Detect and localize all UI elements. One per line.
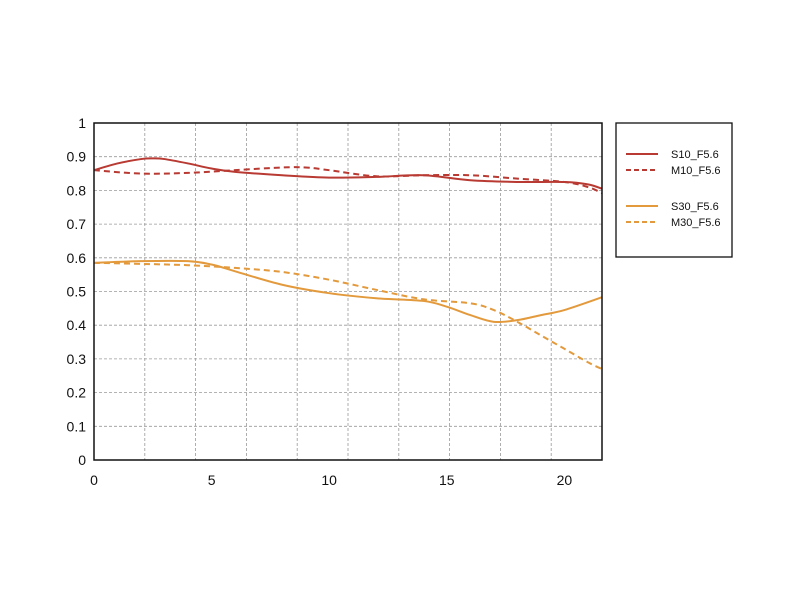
- x-tick-label: 20: [557, 472, 573, 488]
- x-tick-label: 10: [321, 472, 337, 488]
- plot-frame: [93, 122, 603, 461]
- y-tick-label: 0.1: [67, 418, 87, 434]
- legend-label-m10-f5-6: M10_F5.6: [671, 165, 721, 177]
- series-line-m30-f5-6: [93, 261, 603, 370]
- x-tick-label: 0: [90, 472, 98, 488]
- series-line-s10-f5-6: [93, 157, 603, 190]
- y-tick-label: 1: [78, 115, 86, 131]
- x-tick-label: 15: [439, 472, 455, 488]
- legend-label-s10-f5-6: S10_F5.6: [671, 149, 719, 161]
- y-tick-label: 0.7: [67, 216, 87, 232]
- y-tick-label: 0.9: [67, 149, 87, 165]
- legend-box: [615, 122, 733, 258]
- series-lines: [93, 157, 603, 370]
- legend: S10_F5.6 M10_F5.6 S30_F5.6 M30_F5.6: [615, 122, 733, 258]
- x-tick-label: 5: [208, 472, 216, 488]
- y-tick-label: 0.5: [67, 284, 87, 300]
- legend-label-s30-f5-6: S30_F5.6: [671, 201, 719, 213]
- tick-labels: 00.10.20.30.40.50.60.70.80.910 5 10 15 20: [67, 115, 573, 488]
- legend-label-m30-f5-6: M30_F5.6: [671, 217, 721, 229]
- y-tick-label: 0.6: [67, 250, 87, 266]
- series-line-s30-f5-6: [93, 259, 603, 324]
- y-tick-label: 0.2: [67, 385, 87, 401]
- y-tick-label: 0.4: [67, 317, 87, 333]
- grid: [94, 123, 602, 460]
- y-tick-label: 0: [78, 452, 86, 468]
- y-tick-label: 0.3: [67, 351, 87, 367]
- y-tick-label: 0.8: [67, 182, 87, 198]
